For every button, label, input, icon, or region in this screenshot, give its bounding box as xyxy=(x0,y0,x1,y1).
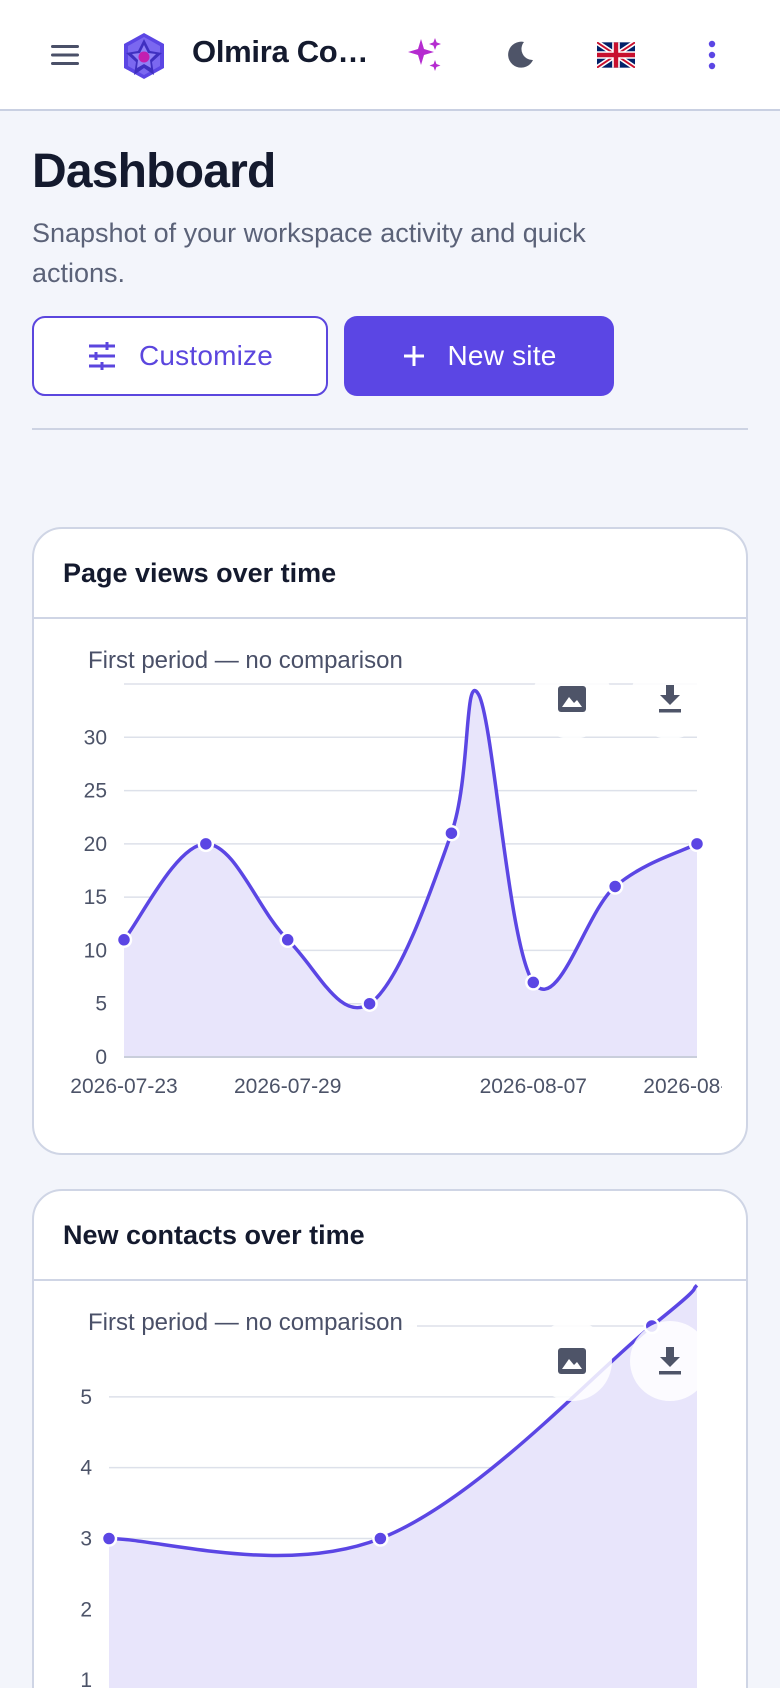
y-tick-label: 1 xyxy=(80,1669,92,1688)
data-point xyxy=(115,931,133,949)
y-tick-label: 5 xyxy=(95,993,107,1016)
star-hexagon-logo-icon xyxy=(124,33,164,79)
chart-area: 1 2 3 4 5 First period — no comparison xyxy=(34,1281,746,1688)
y-tick-label: 20 xyxy=(84,833,107,856)
download-icon xyxy=(659,1347,681,1375)
download-icon xyxy=(659,685,681,713)
download-button[interactable] xyxy=(630,1321,710,1401)
data-point xyxy=(372,1530,389,1547)
uk-flag-icon xyxy=(597,42,635,68)
area-fill xyxy=(109,1285,697,1688)
series-line xyxy=(108,1283,699,1558)
y-tick-label: 3 xyxy=(80,1528,92,1551)
x-tick-label: 2026-08-07 xyxy=(480,1075,587,1098)
customize-label: Customize xyxy=(138,340,274,371)
y-tick-label: 30 xyxy=(84,726,107,749)
x-tick-label: 2026-07-23 xyxy=(70,1075,177,1098)
new-contacts-card: New contacts over time 1 2 3 4 5 First perio… xyxy=(32,1189,748,1688)
page-views-card: Page views over time 0 5 10 15 20 25 30 2026-07… xyxy=(32,527,748,1155)
data-point xyxy=(361,995,378,1012)
x-tick-label: 2026-07-29 xyxy=(234,1075,341,1098)
area-fill xyxy=(124,690,697,1057)
page-title: Dashboard xyxy=(32,145,276,198)
customize-button[interactable]: Customize xyxy=(32,316,328,396)
data-point xyxy=(279,931,296,949)
y-tick-label: 0 xyxy=(95,1046,107,1069)
y-tick-label: 4 xyxy=(80,1457,92,1480)
sliders-icon xyxy=(88,342,115,370)
page-subtitle: Snapshot of your workspace activity and … xyxy=(32,218,586,288)
data-point xyxy=(688,835,706,853)
app-title[interactable]: Olmira Co… xyxy=(192,34,369,69)
new-site-label: New site xyxy=(447,340,557,371)
moon-icon xyxy=(508,41,533,68)
y-tick-label: 5 xyxy=(80,1386,92,1409)
y-tick-label: 25 xyxy=(84,780,107,803)
data-point xyxy=(606,878,624,895)
card-title: New contacts over time xyxy=(34,1191,746,1281)
image-icon xyxy=(558,686,586,712)
data-point xyxy=(443,824,460,842)
sparkles-icon xyxy=(408,38,441,71)
top-app-bar: Olmira Co… xyxy=(0,0,780,111)
y-tick-label: 15 xyxy=(84,886,107,909)
data-point xyxy=(525,974,542,991)
menu-icon xyxy=(51,45,79,65)
section-divider xyxy=(32,428,748,430)
more-options-button[interactable] xyxy=(687,30,737,80)
chart-area: 0 5 10 15 20 25 30 2026-07-23 2026-07-29 2026-08-… xyxy=(34,619,748,1153)
theme-toggle-button[interactable] xyxy=(495,30,545,80)
app-logo[interactable] xyxy=(118,30,170,82)
export-image-button[interactable] xyxy=(532,659,612,739)
card-title: Page views over time xyxy=(34,529,746,619)
new-site-button[interactable]: New site xyxy=(344,316,614,396)
page-views-chart: 0 5 10 15 20 25 30 2026-07-23 2026-07-29 2026-08-… xyxy=(70,683,748,1098)
x-tick-label: 2026-08-13 xyxy=(643,1075,748,1098)
menu-button[interactable] xyxy=(40,30,90,80)
chart-comparison-label: First period — no comparison xyxy=(74,645,417,679)
plus-icon xyxy=(403,346,424,366)
chart-comparison-label: First period — no comparison xyxy=(74,1307,417,1341)
y-tick-label: 2 xyxy=(80,1598,92,1621)
y-tick-label: 10 xyxy=(84,939,107,962)
ai-assistant-button[interactable] xyxy=(400,30,450,80)
image-icon xyxy=(558,1348,586,1374)
vertical-dots-icon xyxy=(708,40,716,70)
series-line xyxy=(122,688,698,1010)
export-image-button[interactable] xyxy=(532,1321,612,1401)
data-point xyxy=(197,835,215,853)
download-button[interactable] xyxy=(630,659,710,739)
data-point xyxy=(100,1530,118,1547)
language-button[interactable] xyxy=(590,30,642,80)
